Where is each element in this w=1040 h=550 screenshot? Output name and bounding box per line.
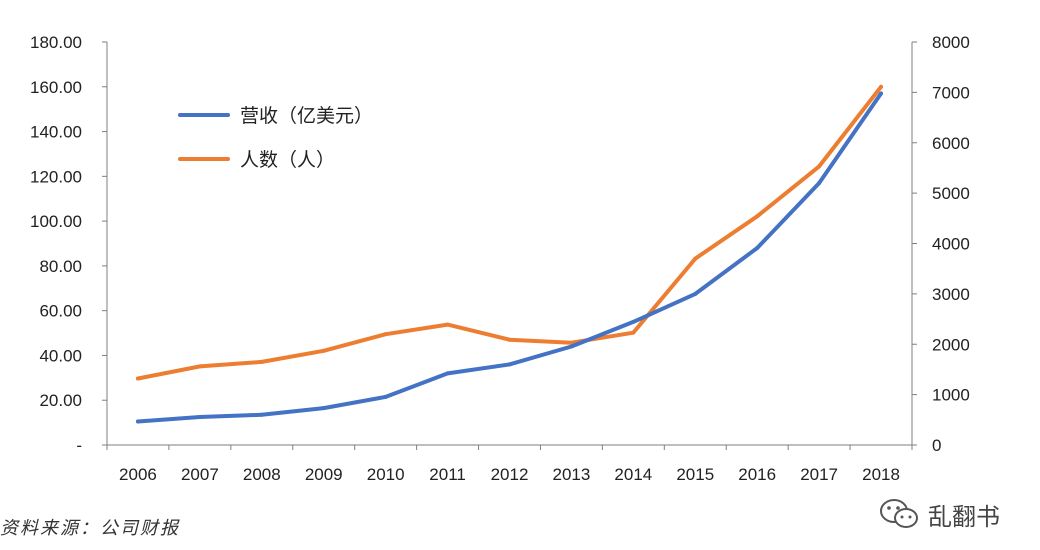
data-point: [817, 164, 822, 169]
series-lines: [135, 84, 884, 424]
x-axis: 2006 2007 2008 2009 2010 2011 2012 2013 2014 2015…: [106, 444, 913, 484]
right-tick-label: 1000: [932, 386, 970, 405]
right-tick-label: 0: [932, 436, 941, 455]
data-point: [817, 181, 822, 186]
left-axis: - 20.00 40.00 60.00 80.00 100.00 120.00 140.00 1…: [30, 33, 108, 455]
series-line-revenue: [136, 91, 883, 424]
left-tick-label: 20.00: [39, 391, 82, 410]
right-tick-label: 6000: [932, 134, 970, 153]
x-tick-label: 2006: [119, 465, 157, 484]
right-tick-label: 7000: [932, 83, 970, 102]
x-tick-label: 2011: [429, 465, 466, 484]
legend-label-1: 人数（人）: [240, 149, 335, 171]
x-tick-label: 2013: [553, 465, 591, 484]
data-point: [321, 406, 326, 411]
data-point: [507, 337, 512, 342]
data-point: [693, 256, 698, 261]
left-tick-label: 100.00: [30, 212, 82, 231]
right-tick-label: 8000: [932, 33, 970, 52]
right-axis: 0 1000 2000 3000 4000 5000 6000 7000 8000: [911, 33, 970, 455]
data-point: [631, 319, 636, 324]
left-tick-label: 80.00: [39, 257, 82, 276]
watermark-text: 乱翻书: [928, 502, 1000, 531]
left-tick-label: 60.00: [39, 302, 82, 321]
data-point: [383, 394, 388, 399]
x-tick-label: 2010: [367, 465, 405, 484]
data-point: [569, 340, 574, 345]
left-tick-label: -: [76, 436, 82, 455]
data-point: [879, 84, 884, 89]
data-point: [445, 322, 450, 327]
right-tick-label: 5000: [932, 184, 970, 203]
right-tick-label: 3000: [932, 285, 970, 304]
right-tick-label: 4000: [932, 235, 970, 254]
x-tick-label: 2015: [676, 465, 714, 484]
source-note: 资料来源：公司财报: [0, 518, 180, 539]
x-tick-label: 2009: [305, 465, 343, 484]
data-point: [197, 415, 202, 420]
left-tick-label: 140.00: [30, 123, 82, 142]
x-tick-label: 2007: [181, 465, 219, 484]
data-point: [321, 348, 326, 353]
x-tick-label: 2008: [243, 465, 281, 484]
left-tick-label: 180.00: [30, 33, 82, 52]
data-point: [135, 419, 140, 424]
data-point: [631, 330, 636, 335]
data-point: [693, 291, 698, 296]
data-point: [569, 344, 574, 349]
x-tick-label: 2016: [738, 465, 776, 484]
data-point: [259, 412, 264, 417]
x-tick-label: 2018: [862, 465, 900, 484]
watermark: 乱翻书: [878, 496, 1000, 532]
wechat-icon: [880, 499, 918, 528]
data-point: [755, 245, 760, 250]
data-point: [383, 332, 388, 337]
data-point: [135, 376, 140, 381]
x-tick-label: 2012: [491, 465, 529, 484]
left-tick-label: 120.00: [30, 167, 82, 186]
x-tick-label: 2014: [614, 465, 652, 484]
left-tick-label: 160.00: [30, 78, 82, 97]
legend: 营收（亿美元） 人数（人）: [178, 105, 373, 171]
data-point: [507, 362, 512, 367]
data-point: [259, 359, 264, 364]
data-point: [755, 214, 760, 219]
data-point: [879, 91, 884, 96]
right-tick-label: 2000: [932, 335, 970, 354]
x-tick-label: 2017: [800, 465, 838, 484]
left-tick-label: 40.00: [39, 346, 82, 365]
data-point: [445, 371, 450, 376]
legend-label-0: 营收（亿美元）: [240, 105, 373, 127]
data-point: [197, 364, 202, 369]
